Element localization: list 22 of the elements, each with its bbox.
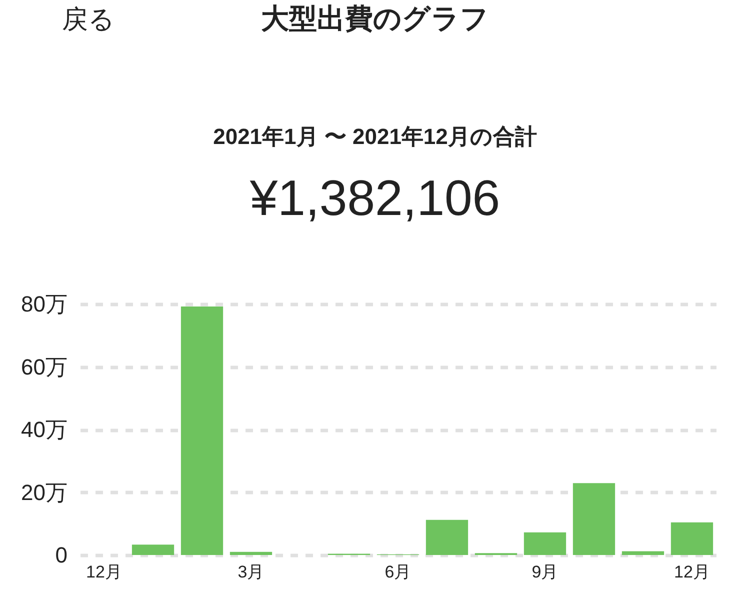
bar (132, 544, 174, 555)
text: 戻る (62, 4, 115, 34)
chart-title: 大型出費のグラフ (261, 3, 489, 34)
x-tick-label: 12月 (674, 562, 710, 582)
bar (180, 306, 224, 555)
x-tick-label: 6月 (384, 562, 412, 582)
bar (524, 532, 566, 555)
chart-subtitle: 2021年1月 〜 2021年12月の合計 (213, 124, 537, 149)
y-tick-label: 20万 (21, 480, 68, 505)
y-tick-label: 0 (55, 542, 68, 568)
bar (670, 522, 714, 555)
bar (572, 483, 616, 555)
y-tick-label: 60万 (21, 354, 68, 380)
y-tick-label: 40万 (21, 417, 68, 442)
bar (426, 520, 468, 555)
x-tick-label: 3月 (238, 562, 264, 582)
text: ¥1,382,106 (248, 170, 500, 226)
x-tick-label: 9月 (532, 562, 558, 582)
y-tick-label: 80万 (21, 292, 68, 316)
bar (230, 552, 272, 555)
x-tick-label: 12月 (86, 562, 122, 582)
bar (622, 551, 664, 555)
